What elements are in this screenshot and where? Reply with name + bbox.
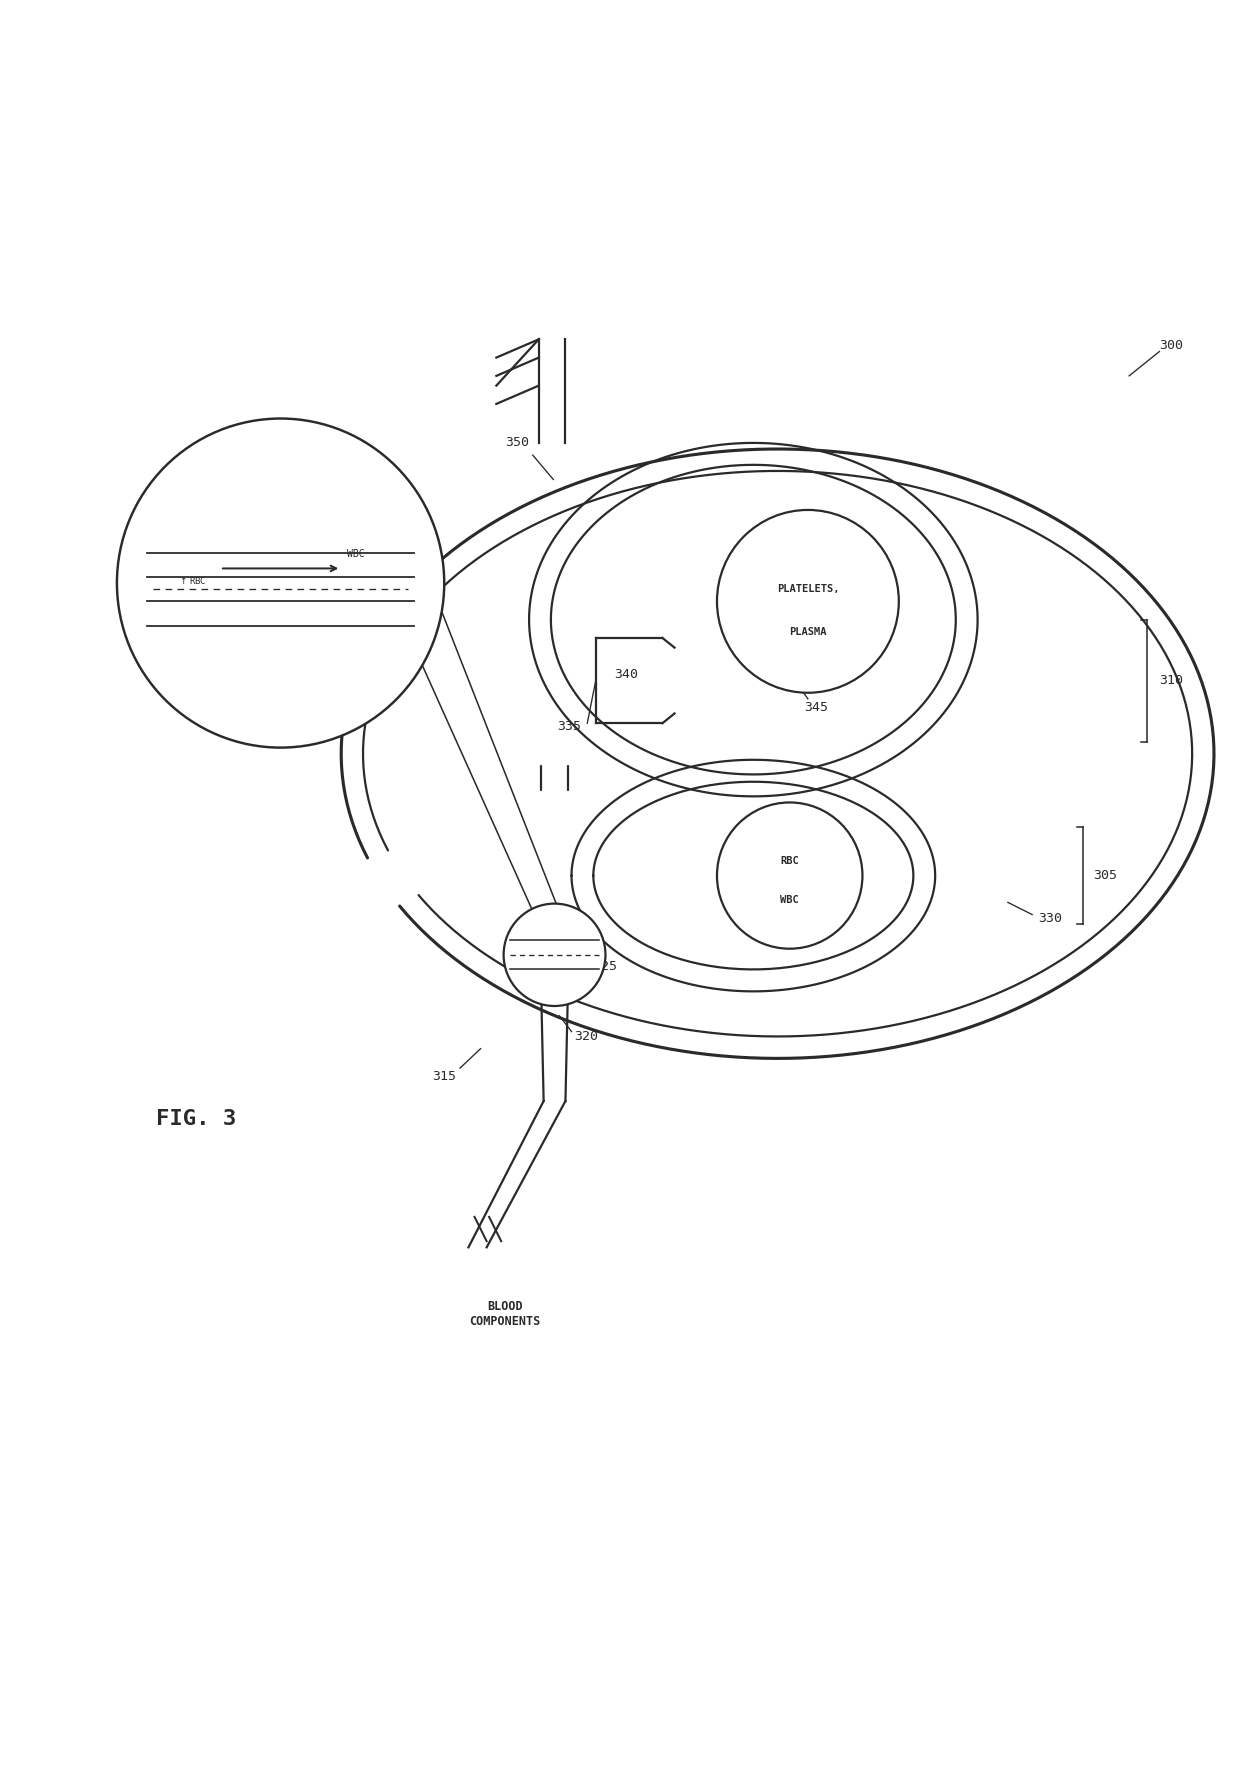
Text: 325: 325 <box>594 961 618 974</box>
Text: 300: 300 <box>1159 339 1183 352</box>
Text: PLATELETS,: PLATELETS, <box>776 585 839 594</box>
Text: WBC: WBC <box>780 894 799 905</box>
Text: BLOOD
COMPONENTS: BLOOD COMPONENTS <box>469 1301 541 1329</box>
Text: RBC: RBC <box>780 855 799 866</box>
Text: 350: 350 <box>505 436 529 449</box>
Text: 320: 320 <box>574 1030 598 1043</box>
Text: $\uparrow$RBC: $\uparrow$RBC <box>177 574 206 587</box>
Circle shape <box>717 802 863 949</box>
Text: 345: 345 <box>805 701 828 714</box>
Text: PLASMA: PLASMA <box>789 627 827 636</box>
Text: 310: 310 <box>1159 673 1183 687</box>
Text: 340: 340 <box>614 668 639 680</box>
Text: FIG. 3: FIG. 3 <box>155 1110 236 1129</box>
Circle shape <box>717 511 899 693</box>
Circle shape <box>117 419 444 747</box>
Text: 305: 305 <box>1092 869 1117 882</box>
Text: 315: 315 <box>433 1071 456 1083</box>
Text: 335: 335 <box>557 721 582 733</box>
Text: 330: 330 <box>1038 912 1063 924</box>
Circle shape <box>503 903 605 1005</box>
Text: WBC: WBC <box>347 550 365 558</box>
